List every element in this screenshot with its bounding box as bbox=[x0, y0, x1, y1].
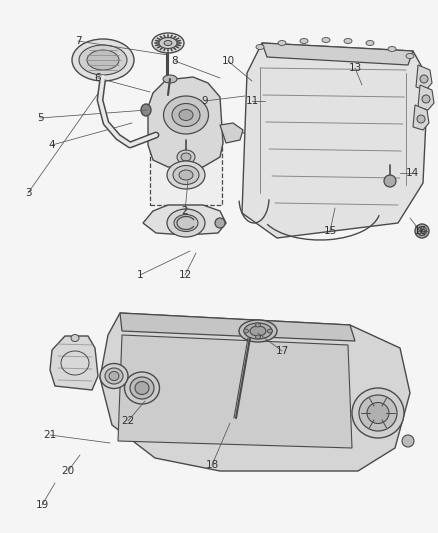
Ellipse shape bbox=[215, 218, 225, 228]
Text: 6: 6 bbox=[95, 73, 101, 83]
Text: 16: 16 bbox=[413, 226, 427, 236]
Text: 14: 14 bbox=[406, 168, 419, 178]
Ellipse shape bbox=[417, 227, 427, 236]
Ellipse shape bbox=[174, 214, 198, 231]
Ellipse shape bbox=[179, 109, 193, 120]
Text: 12: 12 bbox=[178, 270, 192, 280]
Polygon shape bbox=[148, 77, 223, 167]
Ellipse shape bbox=[172, 103, 200, 126]
Ellipse shape bbox=[124, 372, 159, 404]
Ellipse shape bbox=[415, 224, 429, 238]
Ellipse shape bbox=[179, 170, 193, 180]
Ellipse shape bbox=[359, 395, 397, 431]
Polygon shape bbox=[50, 336, 98, 390]
Text: 10: 10 bbox=[222, 56, 235, 66]
Polygon shape bbox=[262, 43, 413, 65]
Text: 4: 4 bbox=[49, 140, 55, 150]
Text: 2: 2 bbox=[182, 206, 188, 216]
Ellipse shape bbox=[314, 146, 328, 160]
Text: 1: 1 bbox=[137, 270, 143, 280]
Text: 18: 18 bbox=[205, 460, 219, 470]
Polygon shape bbox=[418, 85, 434, 110]
Ellipse shape bbox=[344, 38, 352, 44]
Text: 5: 5 bbox=[37, 113, 43, 123]
Ellipse shape bbox=[71, 335, 79, 342]
Ellipse shape bbox=[72, 39, 134, 81]
Ellipse shape bbox=[177, 150, 195, 164]
Ellipse shape bbox=[141, 104, 151, 116]
Ellipse shape bbox=[244, 323, 272, 339]
Ellipse shape bbox=[322, 37, 330, 43]
Ellipse shape bbox=[255, 335, 261, 339]
Text: 20: 20 bbox=[61, 466, 74, 476]
Ellipse shape bbox=[163, 75, 177, 83]
Ellipse shape bbox=[167, 161, 205, 189]
Ellipse shape bbox=[300, 38, 308, 44]
Ellipse shape bbox=[109, 372, 119, 381]
Ellipse shape bbox=[100, 364, 128, 389]
Bar bbox=[150, 140, 222, 205]
Ellipse shape bbox=[417, 115, 425, 123]
Ellipse shape bbox=[87, 50, 119, 70]
Text: 19: 19 bbox=[35, 500, 49, 510]
Ellipse shape bbox=[268, 329, 272, 333]
Ellipse shape bbox=[384, 175, 396, 187]
Ellipse shape bbox=[278, 41, 286, 45]
Ellipse shape bbox=[239, 320, 277, 342]
Ellipse shape bbox=[255, 323, 261, 327]
Text: 15: 15 bbox=[323, 226, 337, 236]
Text: 21: 21 bbox=[43, 430, 57, 440]
Ellipse shape bbox=[152, 33, 184, 53]
Text: 11: 11 bbox=[245, 96, 258, 106]
Ellipse shape bbox=[367, 402, 389, 424]
Ellipse shape bbox=[331, 149, 339, 157]
Ellipse shape bbox=[256, 44, 264, 50]
Polygon shape bbox=[118, 335, 352, 448]
Ellipse shape bbox=[79, 45, 127, 75]
Ellipse shape bbox=[130, 377, 154, 399]
Text: 3: 3 bbox=[25, 188, 31, 198]
Text: 13: 13 bbox=[348, 63, 362, 73]
Text: 7: 7 bbox=[75, 36, 81, 46]
Ellipse shape bbox=[406, 53, 414, 59]
Ellipse shape bbox=[173, 166, 199, 184]
Ellipse shape bbox=[167, 209, 205, 237]
Polygon shape bbox=[143, 205, 226, 235]
Polygon shape bbox=[413, 105, 429, 130]
Ellipse shape bbox=[163, 96, 208, 134]
Ellipse shape bbox=[388, 46, 396, 52]
Ellipse shape bbox=[105, 368, 123, 384]
Ellipse shape bbox=[317, 149, 325, 157]
Ellipse shape bbox=[420, 75, 428, 83]
Ellipse shape bbox=[244, 329, 248, 333]
Polygon shape bbox=[416, 65, 432, 90]
Ellipse shape bbox=[159, 37, 177, 49]
Ellipse shape bbox=[250, 326, 266, 336]
Polygon shape bbox=[220, 123, 243, 143]
Ellipse shape bbox=[402, 435, 414, 447]
Text: 22: 22 bbox=[121, 416, 134, 426]
Text: 8: 8 bbox=[172, 56, 178, 66]
Ellipse shape bbox=[366, 41, 374, 45]
Ellipse shape bbox=[164, 41, 172, 45]
Polygon shape bbox=[242, 43, 428, 238]
Ellipse shape bbox=[422, 95, 430, 103]
Ellipse shape bbox=[352, 388, 404, 438]
Polygon shape bbox=[100, 313, 410, 471]
Polygon shape bbox=[120, 313, 355, 341]
Ellipse shape bbox=[181, 153, 191, 161]
Text: 9: 9 bbox=[201, 96, 208, 106]
Text: 17: 17 bbox=[276, 346, 289, 356]
Ellipse shape bbox=[135, 382, 149, 394]
